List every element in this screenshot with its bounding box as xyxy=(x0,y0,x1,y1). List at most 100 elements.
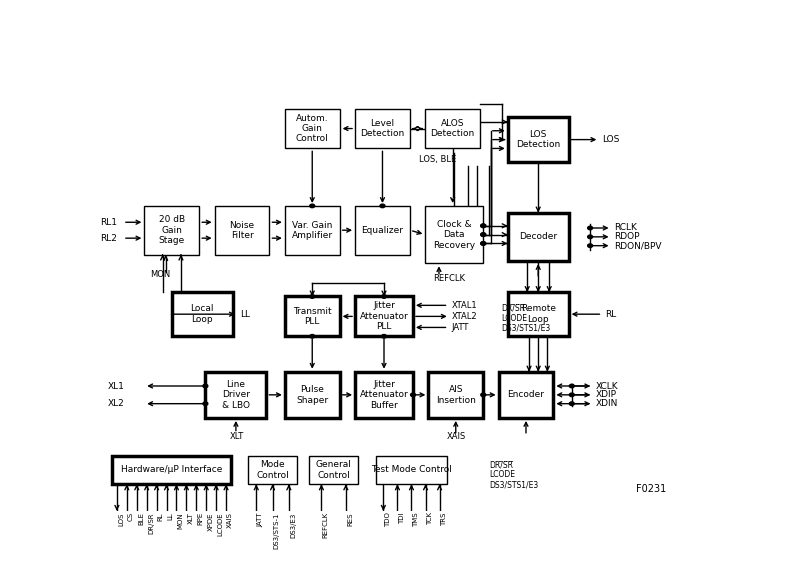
FancyBboxPatch shape xyxy=(355,108,410,149)
Circle shape xyxy=(481,224,485,227)
Circle shape xyxy=(203,384,208,388)
Text: RL: RL xyxy=(158,512,164,521)
Circle shape xyxy=(310,294,314,298)
FancyBboxPatch shape xyxy=(284,371,340,418)
Circle shape xyxy=(481,224,485,227)
Text: MON: MON xyxy=(177,512,184,529)
Text: ALOS
Detection: ALOS Detection xyxy=(430,119,475,138)
Text: Hardware/μP Interface: Hardware/μP Interface xyxy=(121,466,222,475)
Circle shape xyxy=(203,402,208,405)
Circle shape xyxy=(381,294,386,298)
Circle shape xyxy=(481,233,485,236)
Text: RDOP: RDOP xyxy=(615,232,640,241)
FancyBboxPatch shape xyxy=(507,118,569,162)
Text: XTAL2: XTAL2 xyxy=(452,312,477,321)
FancyBboxPatch shape xyxy=(355,297,413,336)
Text: LL: LL xyxy=(240,310,250,319)
Text: Line
Driver
& LBO: Line Driver & LBO xyxy=(222,380,250,410)
Circle shape xyxy=(588,235,593,239)
Text: DR/̅S̅R̅
LCODE
DS3/STS1/E3: DR/̅S̅R̅ LCODE DS3/STS1/E3 xyxy=(489,460,539,490)
Text: DS3/STS-1: DS3/STS-1 xyxy=(273,512,280,549)
Text: Encoder: Encoder xyxy=(507,390,545,400)
Text: XAIS: XAIS xyxy=(447,432,466,441)
FancyBboxPatch shape xyxy=(112,456,231,484)
Text: RL: RL xyxy=(605,310,617,319)
Text: BLE: BLE xyxy=(138,512,144,525)
FancyBboxPatch shape xyxy=(426,108,480,149)
Text: Test Mode Control: Test Mode Control xyxy=(371,466,452,475)
Text: LOS, BLE: LOS, BLE xyxy=(419,155,456,164)
FancyBboxPatch shape xyxy=(499,371,553,418)
Circle shape xyxy=(570,393,574,397)
Text: XLT: XLT xyxy=(230,432,244,441)
Text: Equalizer: Equalizer xyxy=(362,226,403,235)
Text: Level
Detection: Level Detection xyxy=(360,119,404,138)
Text: DR/̅S̅R̅
LCODE
DS3/STS1/E3: DR/̅S̅R̅ LCODE DS3/STS1/E3 xyxy=(502,303,551,333)
FancyBboxPatch shape xyxy=(248,456,297,484)
Circle shape xyxy=(570,402,574,405)
Circle shape xyxy=(310,204,314,208)
Text: XLT: XLT xyxy=(188,512,194,524)
Text: XPDE: XPDE xyxy=(207,512,214,531)
FancyBboxPatch shape xyxy=(206,371,266,418)
Circle shape xyxy=(588,226,593,230)
Text: Local
Loop: Local Loop xyxy=(191,304,214,324)
Text: Transmit
PLL: Transmit PLL xyxy=(293,307,332,326)
Text: DR/SR: DR/SR xyxy=(148,512,154,534)
Text: REFCLK: REFCLK xyxy=(433,274,465,283)
Circle shape xyxy=(570,384,574,388)
Text: RDON/BPV: RDON/BPV xyxy=(615,241,662,250)
Text: XTAL1: XTAL1 xyxy=(452,301,477,310)
Text: XL1: XL1 xyxy=(108,382,125,390)
Circle shape xyxy=(310,335,314,338)
FancyBboxPatch shape xyxy=(377,456,447,484)
FancyBboxPatch shape xyxy=(284,108,340,149)
FancyBboxPatch shape xyxy=(284,206,340,254)
Text: RES: RES xyxy=(347,512,353,526)
Text: LCODE: LCODE xyxy=(217,512,223,536)
Circle shape xyxy=(411,393,415,397)
Text: Jitter
Attenuator
Buffer: Jitter Attenuator Buffer xyxy=(359,380,408,410)
Text: TDO: TDO xyxy=(385,512,391,527)
FancyBboxPatch shape xyxy=(172,292,233,336)
Text: Clock &
Data
Recovery: Clock & Data Recovery xyxy=(433,220,475,250)
Text: Pulse
Shaper: Pulse Shaper xyxy=(296,385,329,405)
Circle shape xyxy=(381,335,386,338)
Text: MON: MON xyxy=(151,270,171,278)
Text: XDIN: XDIN xyxy=(597,399,619,408)
Text: XDIP: XDIP xyxy=(597,390,617,400)
Text: RL2: RL2 xyxy=(100,234,117,243)
Text: Var. Gain
Amplifier: Var. Gain Amplifier xyxy=(292,220,333,240)
Text: TMS: TMS xyxy=(413,512,418,527)
FancyBboxPatch shape xyxy=(507,212,569,261)
Text: Jitter
Attenuator
PLL: Jitter Attenuator PLL xyxy=(359,301,408,331)
Text: CS: CS xyxy=(128,512,134,521)
Text: LOS: LOS xyxy=(118,512,125,526)
Text: JATT: JATT xyxy=(258,512,263,527)
FancyBboxPatch shape xyxy=(429,371,483,418)
Circle shape xyxy=(481,233,485,236)
Text: General
Control: General Control xyxy=(316,460,351,480)
Text: Autom.
Gain
Control: Autom. Gain Control xyxy=(296,114,329,144)
Text: LL: LL xyxy=(168,512,173,520)
FancyBboxPatch shape xyxy=(309,456,358,484)
Text: LOS
Detection: LOS Detection xyxy=(516,130,560,149)
FancyBboxPatch shape xyxy=(144,206,199,254)
Text: REFCLK: REFCLK xyxy=(322,512,329,538)
Text: Mode
Control: Mode Control xyxy=(256,460,289,480)
Text: XL2: XL2 xyxy=(108,399,125,408)
Text: DS3/E3: DS3/E3 xyxy=(290,512,296,538)
Text: F0231: F0231 xyxy=(636,484,666,494)
Text: Noise
Filter: Noise Filter xyxy=(229,220,255,240)
Text: XAIS: XAIS xyxy=(227,512,233,528)
Circle shape xyxy=(481,242,485,245)
Circle shape xyxy=(380,204,385,208)
Circle shape xyxy=(481,393,485,397)
Text: JATT: JATT xyxy=(452,323,469,332)
FancyBboxPatch shape xyxy=(426,206,483,263)
Circle shape xyxy=(481,242,485,245)
FancyBboxPatch shape xyxy=(284,297,340,336)
Text: LOS: LOS xyxy=(602,135,619,144)
Text: RCLK: RCLK xyxy=(615,223,637,232)
Text: RPE: RPE xyxy=(198,512,203,525)
